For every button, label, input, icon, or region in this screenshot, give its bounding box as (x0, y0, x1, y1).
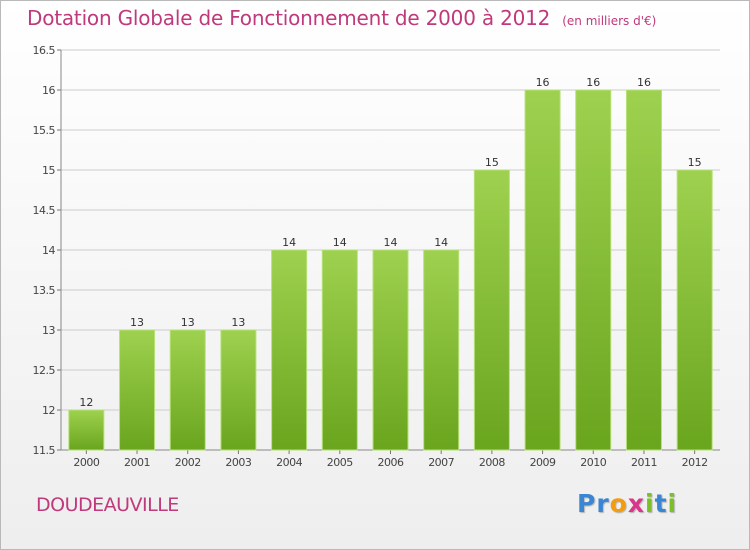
logo-letter: r (596, 489, 610, 518)
x-tick-label: 2007 (428, 456, 454, 469)
logo-letter: o (609, 489, 628, 518)
data-label: 13 (181, 316, 195, 329)
x-tick-label: 2006 (378, 456, 404, 469)
x-tick-label: 2000 (73, 456, 99, 469)
bar (625, 89, 662, 451)
x-tick-label: 2012 (682, 456, 708, 469)
bar (119, 329, 156, 451)
bar (68, 409, 105, 451)
data-label: 13 (231, 316, 245, 329)
y-tick-label: 15 (42, 164, 55, 177)
y-tick-label: 16 (42, 84, 55, 97)
x-tick-label: 2002 (175, 456, 201, 469)
bar (524, 89, 561, 451)
y-tick-label: 16.5 (33, 44, 56, 57)
x-tick-label: 2005 (327, 456, 353, 469)
bar (423, 249, 460, 451)
data-label: 13 (130, 316, 144, 329)
data-label: 15 (688, 156, 702, 169)
chart-title-text: Dotation Globale de Fonctionnement de 20… (27, 6, 551, 30)
logo-letter: t (654, 489, 668, 518)
logo-letter: P (577, 489, 597, 518)
logo-letter: x (627, 489, 645, 518)
y-tick-label: 11.5 (33, 444, 56, 457)
data-label: 15 (485, 156, 499, 169)
x-tick-label: 2003 (225, 456, 251, 469)
x-tick-labels: 2000 2001 2002 2003 2004 2005 2006 2007 2008 2009… (73, 456, 708, 469)
bar (321, 249, 358, 451)
data-label: 16 (536, 76, 550, 89)
data-labels: 12 13 13 13 14 14 14 14 15 16 16 16 15 (79, 76, 701, 409)
data-label: 12 (79, 396, 93, 409)
x-tick-label: 2011 (631, 456, 657, 469)
data-label: 16 (637, 76, 651, 89)
data-label: 14 (282, 236, 296, 249)
y-tick-labels: 11.5 12 12.5 13 13.5 14 14.5 15 15.5 16 16.5 (33, 44, 56, 457)
bar (676, 169, 713, 451)
bar (575, 89, 612, 451)
x-tick-label: 2004 (276, 456, 302, 469)
y-tick-label: 12 (42, 404, 55, 417)
data-label: 14 (384, 236, 398, 249)
x-tick-label: 2010 (580, 456, 606, 469)
y-tick-label: 12.5 (33, 364, 56, 377)
chart-title: Dotation Globale de Fonctionnement de 20… (27, 6, 656, 30)
logo-letter: i (667, 489, 678, 518)
proxiti-logo: Proxiti (577, 489, 677, 518)
commune-name: DOUDEAUVILLE (36, 494, 179, 516)
bars (68, 89, 713, 451)
y-tick-label: 13.5 (33, 284, 56, 297)
y-tick-label: 13 (42, 324, 55, 337)
logo-letter: i (645, 489, 655, 518)
data-label: 14 (434, 236, 448, 249)
data-label: 16 (586, 76, 600, 89)
bar (473, 169, 510, 451)
bar (372, 249, 409, 451)
x-tick-label: 2008 (479, 456, 505, 469)
chart-subtitle: (en milliers d'€) (562, 14, 657, 28)
bar (220, 329, 257, 451)
y-tick-label: 14 (42, 244, 55, 257)
y-tick-label: 14.5 (33, 204, 56, 217)
x-tick-label: 2009 (530, 456, 556, 469)
x-tick-label: 2001 (124, 456, 150, 469)
y-tick-label: 15.5 (33, 124, 56, 137)
bar (169, 329, 206, 451)
bar (271, 249, 308, 451)
data-label: 14 (333, 236, 347, 249)
